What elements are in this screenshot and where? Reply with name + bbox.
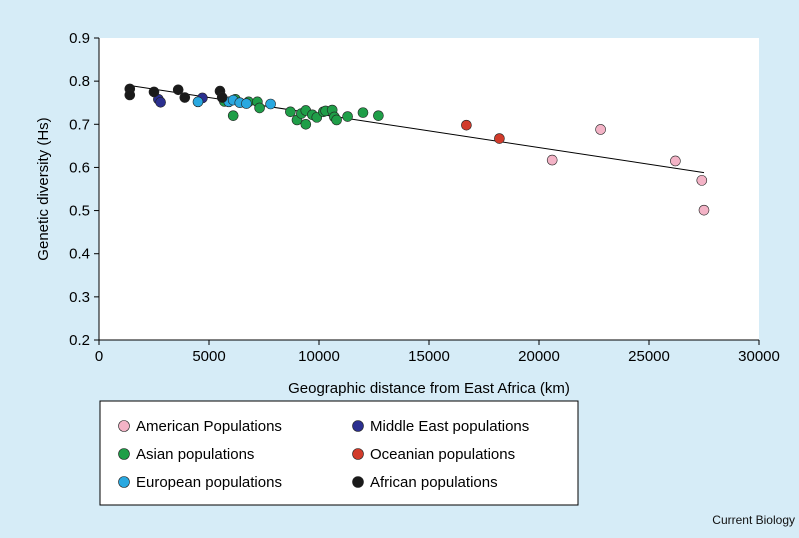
legend-label: Middle East populations [370,418,529,435]
data-point [179,92,191,103]
x-tick-label: 5000 [192,348,225,365]
legend-label: African populations [370,474,498,491]
legend-marker [352,476,364,488]
data-point [241,98,252,109]
y-axis-label: Genetic diversity (Hs) [35,117,52,260]
plot-area [99,38,759,340]
credit-text: Current Biology [712,513,795,527]
points-group [124,83,710,216]
axes: 0.2 0.3 0.4 0.5 0.6 0.7 0.8 0.9 0 5000 10000 15000 2… [69,30,780,365]
y-axis-label-group: Genetic diversity (Hs) [35,117,52,260]
legend-label: American Populations [136,418,282,435]
legend-marker [118,420,130,432]
data-point [300,118,312,130]
legend-box [99,400,579,506]
legend-marker [118,448,130,460]
data-point [698,204,710,216]
data-point [155,96,166,108]
data-point [331,114,342,126]
x-tick-label: 30000 [738,348,780,365]
data-point [124,89,136,101]
x-tick-label: 20000 [518,348,560,365]
data-point [148,86,160,98]
legend-label: Oceanian populations [370,446,515,463]
y-tick-label: 0.3 [69,289,90,306]
x-tick-label: 0 [95,348,103,365]
data-point [172,84,184,96]
data-point [254,102,265,114]
data-point [696,175,708,186]
x-tick-label: 25000 [628,348,670,365]
data-point [216,92,228,103]
data-point [546,154,558,166]
data-point [357,107,369,118]
x-tick-label: 10000 [298,348,340,365]
legend: American Populations Middle East populati… [118,418,529,491]
y-tick-label: 0.5 [69,203,90,220]
legend-label: Asian populations [136,446,254,463]
y-tick-label: 0.4 [69,246,90,263]
data-point [670,155,681,167]
legend-label: European populations [136,474,282,491]
data-point [227,110,239,121]
data-point [595,124,606,135]
x-tick-label: 15000 [408,348,450,365]
data-point [373,110,384,121]
x-axis-label: Geographic distance from East Africa (km… [288,380,570,397]
legend-marker [118,476,130,488]
y-tick-label: 0.7 [69,116,90,133]
data-point [285,106,296,118]
data-point [342,111,353,122]
y-tick-label: 0.2 [69,332,90,349]
data-point [494,133,505,144]
data-point [461,119,472,131]
y-tick-label: 0.9 [69,30,90,47]
legend-marker [352,420,364,432]
data-point [192,96,204,108]
data-point [265,98,276,110]
y-tick-label: 0.6 [69,159,90,176]
y-tick-label: 0.8 [69,73,90,90]
legend-marker [352,448,364,460]
